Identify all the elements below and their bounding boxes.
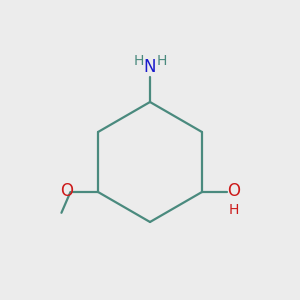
Text: H: H (156, 54, 167, 68)
Text: H: H (229, 203, 239, 217)
Text: H: H (134, 54, 144, 68)
Text: N: N (144, 58, 156, 76)
Text: O: O (227, 182, 240, 200)
Text: O: O (60, 182, 73, 200)
